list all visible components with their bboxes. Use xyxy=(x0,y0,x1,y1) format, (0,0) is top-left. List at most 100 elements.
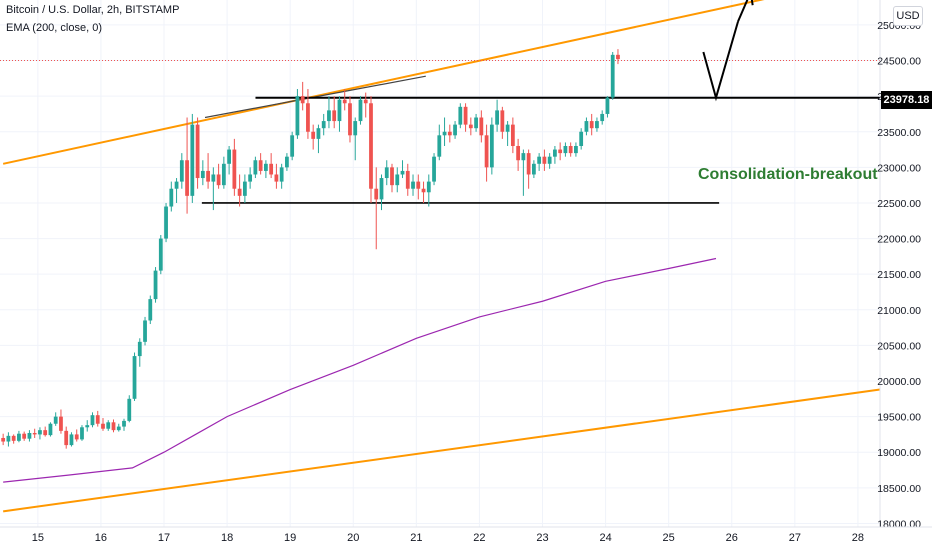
candle-body xyxy=(80,427,84,440)
arrow-head-icon xyxy=(750,0,754,6)
candle-body xyxy=(563,145,568,154)
candle-body xyxy=(453,124,457,136)
price-tick-label: 19500.00 xyxy=(877,412,921,424)
candle xyxy=(468,117,473,136)
price-tick-label: 20000.00 xyxy=(877,376,921,388)
candle-body xyxy=(285,156,289,168)
candle xyxy=(390,163,394,193)
candle-body xyxy=(53,416,58,424)
candle-body xyxy=(106,422,111,429)
candle-body xyxy=(143,320,147,342)
candle-body xyxy=(1,437,6,442)
candle xyxy=(421,181,426,203)
candle-body xyxy=(327,110,331,122)
candle xyxy=(179,153,184,189)
price-tick-label: 21500.00 xyxy=(877,269,921,281)
candle-body xyxy=(442,131,447,136)
candle xyxy=(574,142,578,157)
candle-body xyxy=(174,181,179,189)
candle xyxy=(74,429,79,442)
candle xyxy=(537,153,542,171)
candle xyxy=(432,153,436,186)
time-tick-label: 18 xyxy=(221,532,233,544)
candle xyxy=(116,423,121,432)
candle xyxy=(242,174,247,203)
candle-body xyxy=(295,96,300,136)
candle-body xyxy=(484,135,489,168)
candle xyxy=(211,167,216,211)
candle xyxy=(216,163,221,189)
candle xyxy=(358,96,363,125)
candle xyxy=(479,110,484,143)
candle-body xyxy=(59,416,63,431)
candle-body xyxy=(574,145,578,154)
candle-body xyxy=(474,117,478,129)
candle xyxy=(505,121,510,146)
candle xyxy=(353,117,358,161)
candle xyxy=(106,420,111,431)
candle-body xyxy=(463,106,468,125)
candle xyxy=(600,110,605,125)
indicator-label[interactable]: EMA (200, close, 0) xyxy=(6,22,102,34)
candle xyxy=(348,96,352,143)
candle-body xyxy=(568,145,573,154)
candle-body xyxy=(489,124,494,168)
currency-button[interactable]: USD xyxy=(893,6,923,26)
candle xyxy=(69,432,74,447)
candle-body xyxy=(584,121,589,132)
candle-body xyxy=(600,113,605,122)
candle xyxy=(411,174,415,196)
candle xyxy=(232,138,237,196)
candle-body xyxy=(211,174,216,182)
candle xyxy=(484,124,489,182)
candle xyxy=(563,142,568,157)
candle-body xyxy=(158,238,163,271)
candle xyxy=(174,178,179,203)
time-tick-label: 24 xyxy=(599,532,611,544)
candle-body xyxy=(116,426,121,431)
candle xyxy=(500,106,505,139)
time-tick-label: 15 xyxy=(32,532,44,544)
candle-body xyxy=(542,156,547,164)
candle-body xyxy=(195,124,200,179)
candle-body xyxy=(38,430,42,435)
candle xyxy=(206,153,210,189)
candle-body xyxy=(458,106,463,125)
candle-body xyxy=(342,99,347,104)
candle xyxy=(553,145,557,164)
projection-tip xyxy=(737,0,749,22)
candle-body xyxy=(589,121,594,129)
candle xyxy=(111,419,116,433)
candle-body xyxy=(374,188,379,200)
candle-body xyxy=(495,110,499,125)
time-tick-label: 28 xyxy=(852,532,864,544)
candle-body xyxy=(22,433,27,439)
candle-body xyxy=(369,103,373,189)
candle xyxy=(122,418,126,431)
candle xyxy=(248,167,253,189)
horizontal-levels xyxy=(0,60,880,204)
candle-body xyxy=(253,160,258,175)
candle xyxy=(568,142,573,157)
candle xyxy=(64,426,69,449)
candle-body xyxy=(269,163,274,175)
candles xyxy=(1,49,620,449)
candle-body xyxy=(311,131,316,139)
candle-body xyxy=(390,167,394,186)
candle xyxy=(53,412,58,426)
candle xyxy=(137,338,142,367)
candle xyxy=(27,430,32,442)
candle xyxy=(95,410,100,427)
candle xyxy=(369,96,373,203)
candle-body xyxy=(185,160,189,196)
candle xyxy=(306,89,310,139)
candle xyxy=(332,96,337,129)
price-tick-label: 21000.00 xyxy=(877,305,921,317)
candle xyxy=(316,124,321,154)
price-tick-label: 22500.00 xyxy=(877,198,921,210)
trendlines xyxy=(2,0,881,513)
candle xyxy=(258,153,263,175)
price-label: 23978.18 xyxy=(881,91,932,109)
candle xyxy=(311,124,316,150)
